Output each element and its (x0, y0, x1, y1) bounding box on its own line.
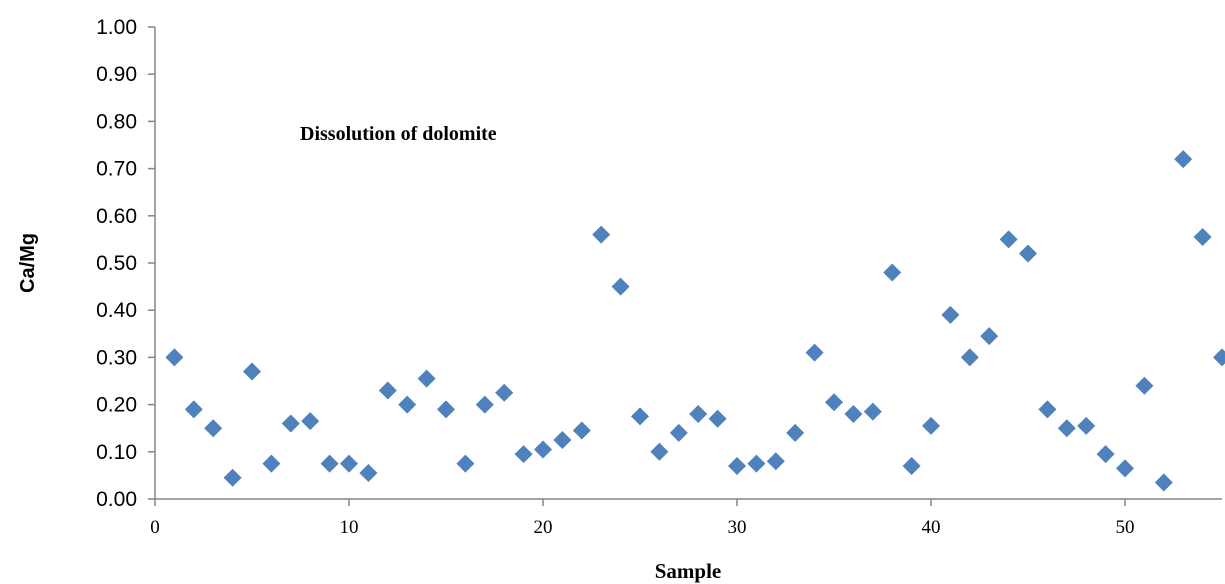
y-tick-label: 0.10 (96, 441, 137, 464)
data-point (1116, 459, 1134, 478)
data-point (728, 456, 746, 475)
data-point (281, 414, 300, 433)
data-point (631, 407, 649, 426)
data-point (766, 452, 785, 471)
data-point (980, 327, 999, 346)
data-point (398, 395, 417, 414)
data-point (320, 454, 339, 473)
data-point (999, 230, 1018, 249)
y-tick-label: 0.60 (96, 205, 137, 228)
data-point (708, 409, 727, 428)
y-tick-label: 0.90 (96, 63, 137, 86)
data-point (184, 400, 203, 419)
data-points (165, 150, 1225, 492)
data-point (902, 456, 921, 475)
x-tick-label: 20 (534, 517, 553, 538)
y-axis-label: Ca/Mg (17, 233, 39, 293)
x-axis-label: Sample (655, 559, 722, 583)
data-point (689, 405, 708, 424)
data-point (650, 442, 669, 461)
data-point (805, 343, 824, 362)
data-point (1038, 400, 1057, 419)
data-point (825, 393, 843, 412)
data-point (456, 454, 475, 473)
x-tick-label: 50 (1116, 517, 1135, 538)
data-point (1096, 445, 1115, 464)
y-tick-label: 0.20 (96, 394, 137, 417)
data-point (437, 400, 455, 419)
data-point (1213, 348, 1225, 367)
data-point (301, 412, 320, 431)
data-point (165, 348, 184, 367)
data-point (844, 405, 863, 424)
data-point (922, 416, 940, 435)
y-axis-ticks: 0.00 0.10 0.20 0.30 0.40 0.50 0.60 0.70 0.80 0.90… (96, 16, 155, 511)
data-point (417, 369, 436, 388)
data-point (514, 445, 533, 464)
data-point (1193, 228, 1212, 247)
data-point (359, 464, 378, 483)
data-point (1135, 376, 1154, 395)
data-point (495, 383, 514, 402)
data-point (611, 277, 630, 296)
x-tick-label: 0 (150, 517, 160, 538)
data-point (243, 362, 261, 381)
data-point (669, 423, 688, 442)
data-point (786, 423, 805, 442)
data-point (534, 440, 552, 459)
data-point (223, 468, 242, 487)
data-point (1174, 150, 1193, 169)
y-tick-label: 0.00 (96, 488, 137, 511)
y-tick-label: 0.80 (96, 110, 137, 133)
data-point (941, 305, 960, 324)
data-point (378, 381, 397, 400)
data-point (592, 225, 611, 244)
data-point (960, 348, 979, 367)
data-point (1077, 416, 1096, 435)
data-point (204, 419, 223, 438)
data-point (572, 421, 591, 440)
data-point (553, 431, 572, 449)
chart-annotation: Dissolution of dolomite (300, 123, 497, 145)
y-tick-label: 0.50 (96, 252, 137, 275)
data-point (1019, 244, 1037, 263)
y-tick-label: 0.30 (96, 346, 137, 369)
y-tick-label: 0.40 (96, 299, 137, 322)
data-point (1154, 473, 1173, 492)
data-point (883, 263, 902, 282)
data-point (475, 395, 494, 414)
x-tick-label: 10 (340, 517, 359, 538)
data-point (863, 402, 882, 421)
data-point (340, 454, 358, 473)
data-point (262, 454, 281, 473)
x-tick-label: 40 (922, 517, 941, 538)
x-tick-label: 30 (728, 517, 747, 538)
data-point (747, 454, 766, 473)
y-tick-label: 1.00 (96, 16, 137, 39)
x-axis-ticks: 0 10 20 30 40 50 (150, 499, 1135, 538)
y-tick-label: 0.70 (96, 158, 137, 181)
data-point (1057, 419, 1076, 438)
